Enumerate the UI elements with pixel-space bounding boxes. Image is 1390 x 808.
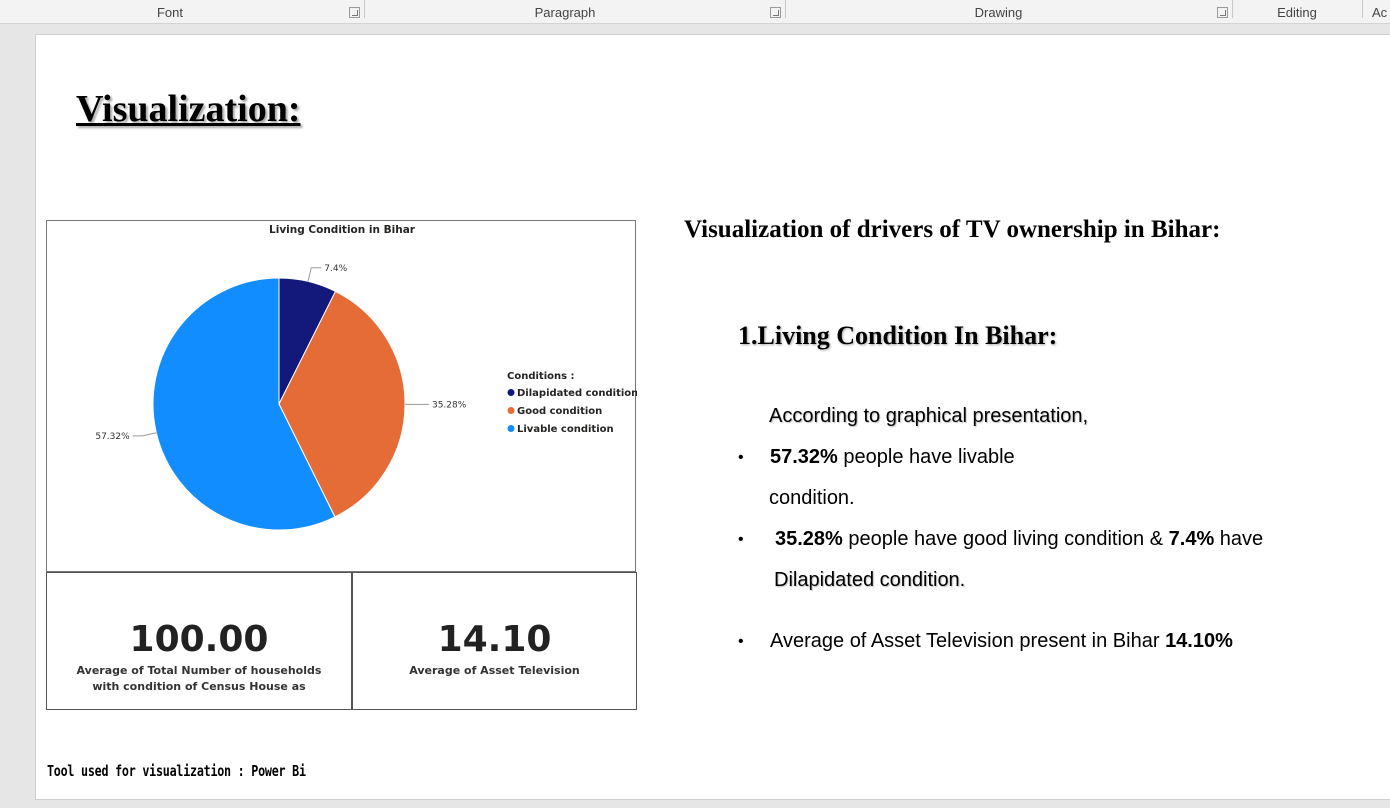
pie-leader-line	[307, 267, 322, 282]
kpi-card-households[interactable]: 100.00 Average of Total Number of househ…	[46, 572, 352, 710]
bullet-3-text: Average of Asset Television present in B…	[770, 630, 1166, 652]
legend-marker	[507, 425, 515, 432]
kpi-caption: Average of Asset Television	[409, 664, 580, 677]
pie-data-label: 57.32%	[95, 432, 130, 442]
pie-leader-line	[132, 432, 157, 437]
ribbon-group-drawing: Drawing	[786, 0, 1211, 24]
bullet-1-bold: 57.32%	[770, 446, 838, 468]
bullet-3-bold: 14.10%	[1165, 630, 1233, 652]
kpi-caption: Average of Total Number of households wi…	[76, 664, 322, 693]
legend-item[interactable]: Livable condition	[517, 424, 614, 435]
kpi-card-television[interactable]: 14.10 Average of Asset Television	[352, 572, 637, 710]
bullet-1-text: people have livable	[837, 446, 1015, 468]
bullet-2-text-2: have	[1214, 528, 1264, 550]
pie-data-label: 35.28%	[432, 400, 467, 410]
legend-item[interactable]: Dilapidated condition	[517, 388, 637, 399]
document-page[interactable]: Visualization: Living Condition in Bihar…	[35, 34, 1390, 800]
pie-chart-visual[interactable]: Living Condition in Bihar 7.4% 35.28% 57.3…	[46, 220, 637, 572]
ribbon-separator	[364, 0, 365, 18]
ribbon-group-partial: Ac	[1372, 0, 1390, 24]
ribbon-group-label: Drawing	[974, 5, 1023, 20]
legend-item[interactable]: Good condition	[517, 406, 602, 417]
pie-labels: 7.4% 35.28% 57.32%	[95, 264, 466, 442]
bullet-marker: •	[738, 531, 744, 548]
chart-legend: Dilapidated condition Good condition Livab…	[507, 388, 637, 435]
bullet-2-bold: 35.28%	[775, 528, 843, 550]
bullet-3-line-1: Average of Asset Television present in B…	[770, 630, 1233, 653]
ribbon-group-label: Editing	[1277, 5, 1317, 20]
ribbon-group-label: Paragraph	[534, 5, 596, 20]
legend-marker	[507, 407, 515, 414]
tool-note: Tool used for visualization : Power Bi	[47, 762, 306, 780]
ribbon-group-editing: Editing	[1233, 0, 1361, 24]
pie-slices	[152, 277, 406, 531]
bullet-2-text: people have good living condition &	[842, 528, 1169, 550]
bullet-marker: •	[738, 449, 744, 466]
pie-chart-svg: Living Condition in Bihar 7.4% 35.28% 57.3…	[95, 224, 637, 531]
ribbon-group-labels: Font Paragraph Drawing Editing Ac	[0, 0, 1390, 24]
ribbon-group-font: Font	[0, 0, 340, 24]
document-title: Visualization:	[76, 88, 301, 130]
paragraph-dialog-launcher-icon[interactable]	[770, 7, 781, 18]
legend-title: Conditions :	[507, 371, 575, 382]
bullet-1-line-1: 57.32% people have livable	[770, 446, 1015, 469]
chart-title: Living Condition in Bihar	[269, 224, 416, 236]
ribbon-group-label: Font	[156, 5, 183, 20]
section-subheading: 1.Living Condition In Bihar:	[738, 321, 1058, 350]
section-heading: Visualization of drivers of TV ownership…	[684, 216, 1221, 243]
ribbon-group-paragraph: Paragraph	[365, 0, 765, 24]
bullet-2-line-1: 35.28% people have good living condition…	[775, 528, 1263, 551]
ribbon-separator	[785, 0, 786, 18]
kpi-value: 14.10	[437, 619, 552, 660]
ribbon-separator	[1232, 0, 1233, 18]
ribbon-separator	[1362, 0, 1363, 18]
bullet-marker: •	[738, 633, 744, 650]
bullet-2-line-2: Dilapidated condition.	[774, 569, 966, 591]
drawing-dialog-launcher-icon[interactable]	[1217, 7, 1228, 18]
legend-marker	[507, 389, 515, 396]
pie-slice-livable-condition[interactable]	[152, 277, 336, 531]
pie-data-label: 7.4%	[324, 264, 347, 274]
bullet-1-line-2: condition.	[769, 487, 855, 509]
intro-text: According to graphical presentation,	[769, 405, 1089, 427]
ribbon-group-label: Ac	[1372, 5, 1388, 20]
bullet-2-bold-2: 7.4%	[1168, 528, 1215, 550]
font-dialog-launcher-icon[interactable]	[349, 7, 360, 18]
kpi-value: 100.00	[129, 619, 269, 660]
